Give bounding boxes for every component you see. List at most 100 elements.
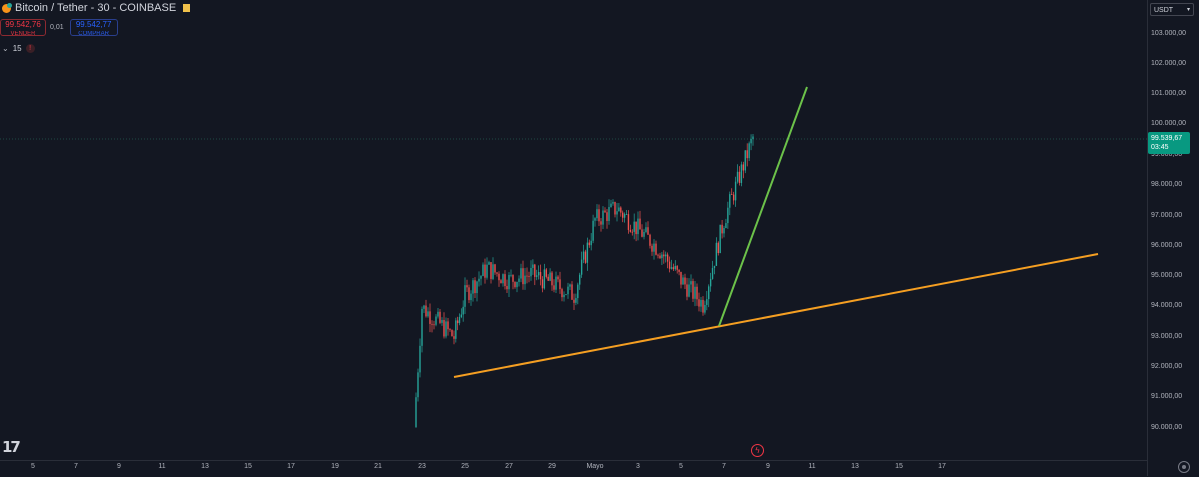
candle-body [744,150,746,171]
candle-body [672,267,675,270]
candle-body [719,224,721,254]
price-axis[interactable] [1147,0,1199,476]
candle-body [456,320,459,324]
time-tick: 15 [244,463,252,470]
time-tick: 11 [808,463,816,470]
price-tick: 95.000,00 [1151,272,1183,279]
buy-button[interactable]: 99.542,77 COMPRAR [69,19,118,37]
candle-body [516,281,518,288]
candle-body [688,284,690,297]
candle-body [449,329,451,331]
flag-icon[interactable] [183,4,191,12]
candle-body [537,272,540,276]
candle-body [526,275,528,277]
candle-body [700,299,702,307]
candle-body [678,269,680,272]
time-axis[interactable] [0,460,1147,477]
candle-body [594,218,596,221]
candle-body [539,272,542,280]
candle-body [474,280,476,294]
candle-body [559,279,561,290]
time-tick: 17 [938,463,946,470]
interval-indicator[interactable]: 15 [12,44,22,53]
price-tick: 103.000,00 [1151,30,1187,37]
candle-body [549,272,551,281]
candle-body [504,274,506,287]
time-tick: 23 [418,463,426,470]
price-chart[interactable] [0,0,1147,460]
rising-trendline[interactable] [718,86,808,327]
candle-body [600,221,602,225]
candle-body [668,261,671,269]
candle-body [602,210,604,225]
time-tick: 15 [895,463,903,470]
symbol-title[interactable]: Bitcoin / Tether - 30 - COINBASE [15,2,177,14]
candle-body [612,202,614,204]
candle-body [649,234,651,246]
currency-selector[interactable]: USDT ▾ [1150,3,1194,16]
bolt-icon[interactable]: ϟ [751,444,764,457]
candle-body [676,265,678,270]
candle-body [708,286,710,300]
candle-body [435,316,437,325]
candle-body [532,264,534,268]
chevron-down-icon: ▾ [1186,7,1190,13]
candle-body [557,276,559,280]
candle-body [592,220,594,241]
candle-body [639,218,641,230]
candle-body [588,242,590,246]
chart-area[interactable] [0,0,1147,460]
time-tick: 5 [31,463,35,470]
candle-body [488,262,490,265]
candle-body [547,276,549,281]
candle-body [492,264,494,279]
time-tick: 17 [287,463,295,470]
candle-body [692,281,694,299]
candle-body [425,305,427,317]
candle-body [645,227,647,232]
candle-body [445,321,447,337]
candle-body [746,150,748,159]
candle-body [480,276,482,279]
candle-body [514,281,516,288]
symbol-header: Bitcoin / Tether - 30 - COINBASE [0,0,191,16]
time-tick: 5 [679,463,683,470]
candle-body [604,210,606,213]
candle-body [518,278,520,282]
candle-body [586,242,589,263]
sell-button[interactable]: 99.542,76 VENDER [0,19,46,37]
candles-group [415,134,754,428]
time-tick: 11 [158,463,166,470]
candle-body [472,280,474,294]
price-tick: 98.000,00 [1151,181,1183,188]
candle-body [704,304,706,313]
tradingview-logo[interactable]: 17 [2,438,21,456]
candle-body [643,231,645,237]
candle-body [690,281,692,285]
candle-body [711,267,714,279]
candle-body [575,298,577,303]
settings-icon[interactable] [1178,461,1190,473]
time-tick: 19 [331,463,339,470]
candle-body [641,229,643,237]
price-tick: 96.000,00 [1151,242,1183,249]
candle-body [694,286,696,299]
candle-body [486,264,488,278]
candle-body [534,264,536,277]
chevron-down-icon[interactable]: ⌄ [2,44,9,53]
candle-body [631,231,633,233]
candle-body [536,275,538,277]
candle-body [614,202,616,215]
price-tick: 90.000,00 [1151,424,1183,431]
candle-body [458,317,461,324]
candle-body [419,345,421,373]
candle-body [490,262,492,279]
candle-body [709,278,712,287]
support-trendline[interactable] [453,253,1099,378]
alert-icon[interactable]: ! [25,44,35,53]
candle-body [468,287,470,301]
candle-body [553,285,555,290]
candle-body [455,320,457,339]
candle-body [657,254,659,256]
candle-body [661,254,663,259]
